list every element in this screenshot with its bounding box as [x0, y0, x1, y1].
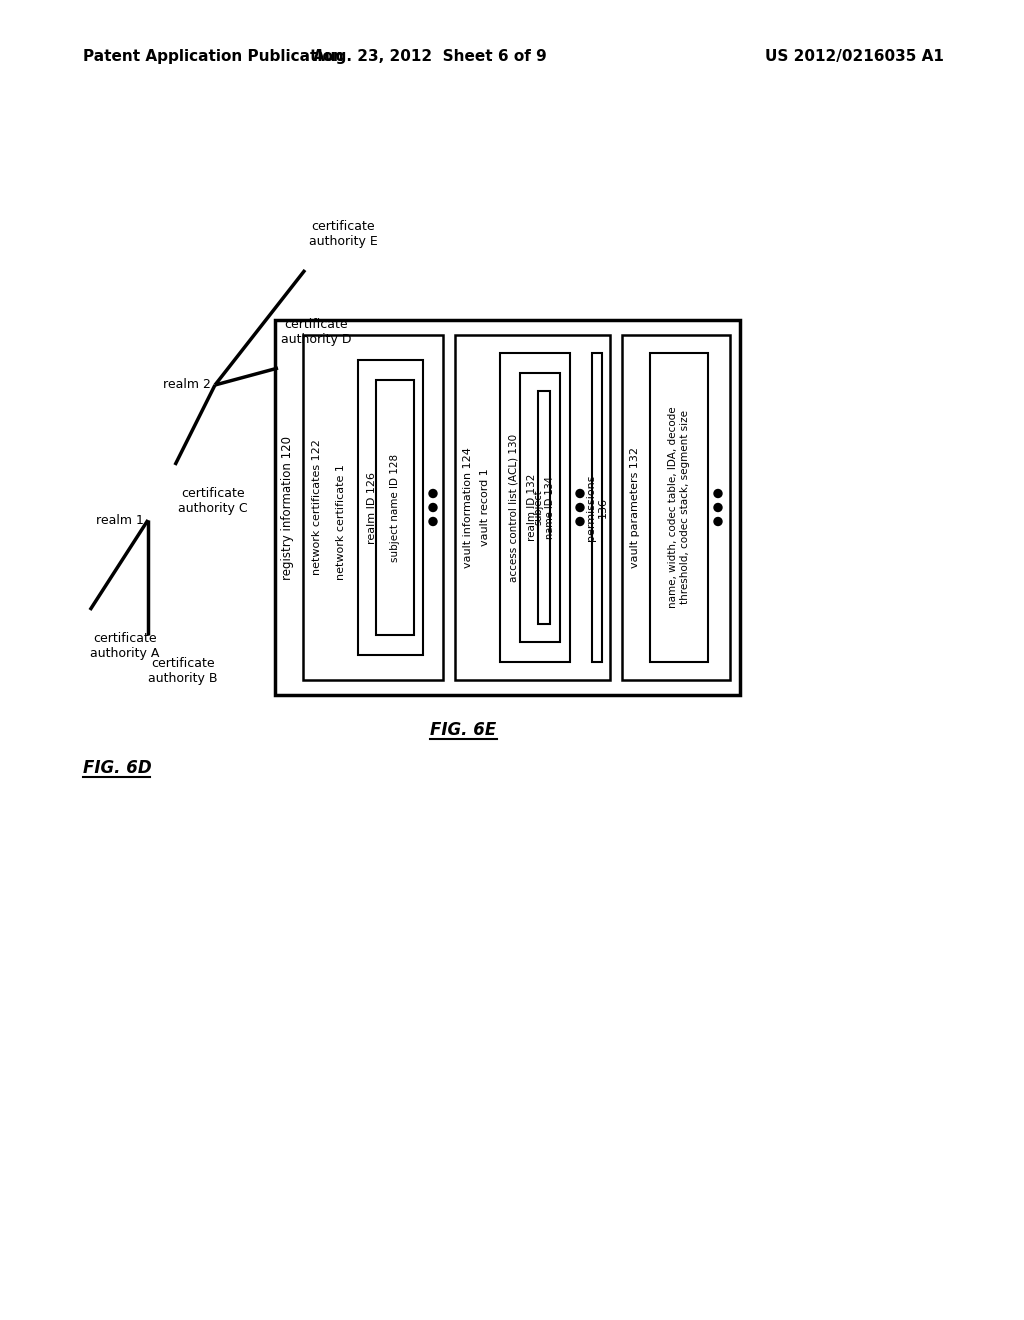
- Bar: [455, 335, 610, 680]
- Text: certificate
authority C: certificate authority C: [178, 487, 248, 515]
- Text: FIG. 6D: FIG. 6D: [83, 759, 152, 777]
- Text: vault parameters 132: vault parameters 132: [630, 447, 640, 568]
- Text: FIG. 6E: FIG. 6E: [430, 721, 497, 739]
- Text: Patent Application Publication: Patent Application Publication: [83, 49, 344, 65]
- Bar: [592, 352, 602, 663]
- Text: Aug. 23, 2012  Sheet 6 of 9: Aug. 23, 2012 Sheet 6 of 9: [313, 49, 547, 65]
- Circle shape: [575, 503, 584, 511]
- Circle shape: [429, 503, 437, 511]
- Text: subject
name ID 134: subject name ID 134: [534, 477, 555, 539]
- Bar: [650, 352, 708, 663]
- Text: realm 2: realm 2: [163, 379, 211, 392]
- Bar: [376, 380, 414, 635]
- Text: certificate
authority B: certificate authority B: [148, 657, 218, 685]
- Text: certificate
authority D: certificate authority D: [281, 318, 351, 346]
- Text: realm ID 132: realm ID 132: [527, 474, 537, 541]
- Bar: [303, 335, 443, 680]
- Text: registry information 120: registry information 120: [282, 436, 295, 579]
- Text: certificate
authority E: certificate authority E: [308, 220, 378, 248]
- Bar: [520, 374, 560, 642]
- Text: network certificate 1: network certificate 1: [336, 465, 346, 581]
- Circle shape: [575, 490, 584, 498]
- Circle shape: [714, 490, 722, 498]
- Bar: [622, 335, 730, 680]
- Text: certificate
authority A: certificate authority A: [90, 632, 160, 660]
- Text: network certificates 122: network certificates 122: [312, 440, 322, 576]
- Text: name, width, codec table, IDA, decode
threshold, codec stack, segment size: name, width, codec table, IDA, decode th…: [669, 407, 690, 609]
- Circle shape: [714, 517, 722, 525]
- Bar: [275, 319, 740, 696]
- Text: vault information 124: vault information 124: [463, 447, 473, 568]
- Text: vault record 1: vault record 1: [480, 469, 490, 546]
- Text: access control list (ACL) 130: access control list (ACL) 130: [509, 433, 519, 582]
- Text: US 2012/0216035 A1: US 2012/0216035 A1: [765, 49, 944, 65]
- Circle shape: [429, 517, 437, 525]
- Text: realm 1: realm 1: [96, 513, 144, 527]
- Circle shape: [714, 503, 722, 511]
- Text: permissions
136: permissions 136: [586, 474, 608, 541]
- Circle shape: [575, 517, 584, 525]
- Text: realm ID 126: realm ID 126: [367, 471, 377, 544]
- Bar: [538, 391, 550, 624]
- Circle shape: [429, 490, 437, 498]
- Text: subject name ID 128: subject name ID 128: [390, 454, 400, 561]
- Bar: [358, 360, 423, 655]
- Bar: [500, 352, 570, 663]
